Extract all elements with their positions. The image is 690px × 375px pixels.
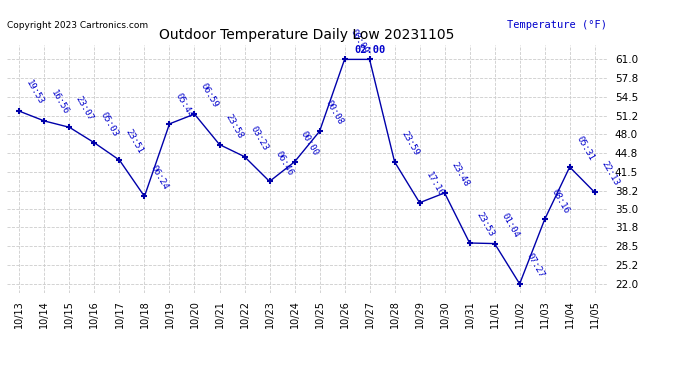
- Text: Copyright 2023 Cartronics.com: Copyright 2023 Cartronics.com: [7, 21, 148, 30]
- Text: 08:09: 08:09: [349, 27, 371, 55]
- Text: 19:53: 19:53: [24, 79, 45, 106]
- Text: 17:10: 17:10: [424, 170, 445, 198]
- Text: 22:13: 22:13: [599, 160, 620, 188]
- Title: Outdoor Temperature Daily Low 20231105: Outdoor Temperature Daily Low 20231105: [159, 28, 455, 42]
- Text: 05:44: 05:44: [174, 92, 195, 119]
- Text: 01:04: 01:04: [499, 211, 520, 239]
- Text: 02:00: 02:00: [354, 45, 385, 55]
- Text: 06:59: 06:59: [199, 82, 220, 110]
- Text: 23:07: 23:07: [74, 95, 95, 123]
- Text: 23:51: 23:51: [124, 128, 145, 156]
- Text: 23:53: 23:53: [474, 211, 495, 238]
- Text: Temperature (°F): Temperature (°F): [507, 20, 607, 30]
- Text: 23:58: 23:58: [224, 112, 245, 140]
- Text: 07:27: 07:27: [524, 252, 545, 279]
- Text: 23:48: 23:48: [449, 160, 471, 188]
- Text: 00:08: 00:08: [324, 99, 345, 127]
- Text: 00:00: 00:00: [299, 129, 320, 157]
- Text: 05:31: 05:31: [574, 135, 595, 162]
- Text: 06:24: 06:24: [149, 164, 170, 192]
- Text: 08:16: 08:16: [549, 187, 571, 215]
- Text: 23:59: 23:59: [399, 129, 420, 157]
- Text: 03:23: 03:23: [249, 124, 270, 152]
- Text: 16:56: 16:56: [49, 88, 70, 116]
- Text: 05:03: 05:03: [99, 111, 120, 138]
- Text: 06:46: 06:46: [274, 149, 295, 177]
